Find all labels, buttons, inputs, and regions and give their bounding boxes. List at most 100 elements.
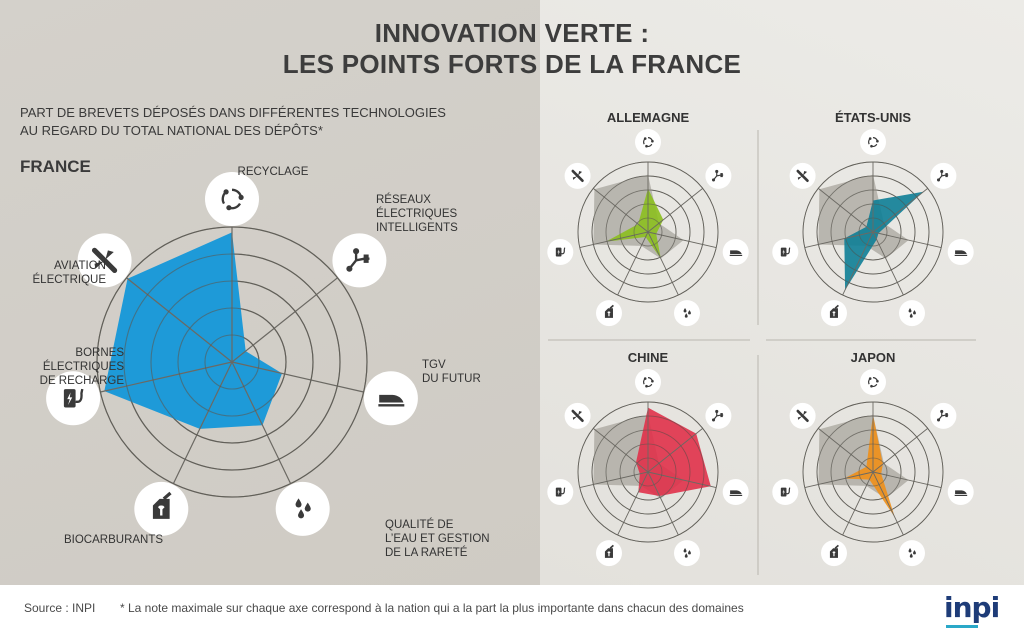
title-line-1: INNOVATION VERTE :	[374, 18, 650, 48]
grid-node	[711, 418, 716, 422]
radar-spoke	[647, 188, 703, 233]
smart-grid-icon	[930, 162, 957, 189]
recycle-arrowhead	[226, 205, 232, 211]
fuel-spout	[834, 544, 839, 549]
icon-badge	[674, 540, 700, 567]
axis-label-line: QUALITÉ DE	[385, 519, 454, 531]
data-area	[844, 191, 924, 290]
radar-ring-overlay	[633, 217, 663, 247]
data-point	[262, 425, 263, 426]
radar-ring-overlay	[858, 457, 888, 487]
grid-node	[940, 409, 944, 414]
bolt-symbol	[782, 489, 785, 496]
title-line-2: LES POINTS FORTS DE LA FRANCE	[282, 49, 742, 79]
data-point	[647, 407, 648, 408]
train-body	[730, 250, 742, 255]
axis-label-line: L’EAU ET GESTION	[385, 533, 490, 545]
fuel-spout	[834, 304, 839, 309]
water-drop	[909, 313, 913, 318]
radar-spoke	[593, 428, 649, 473]
left-panel	[0, 0, 540, 585]
radar-ring-overlay	[830, 429, 916, 515]
radar-2	[772, 129, 974, 327]
charger-cable	[786, 247, 791, 255]
plane-wings	[572, 171, 583, 180]
reference-area	[818, 414, 909, 499]
radar-spoke	[126, 277, 233, 363]
radar-spoke	[647, 471, 679, 536]
radar-ring-overlay	[619, 443, 677, 501]
icon-badge	[860, 129, 886, 155]
radar-spoke	[100, 361, 233, 393]
axis-label-eau: QUALITÉ DE L’EAU ET GESTION DE LA RARETÉ	[385, 518, 490, 560]
charger-cable	[786, 487, 791, 495]
subtitle-line-1: PART DE BREVETS DÉPOSÉS DANS DIFFÉRENTES…	[20, 105, 446, 120]
bolt-symbol	[557, 249, 560, 256]
axis-label-line: DU FUTUR	[422, 373, 481, 385]
wheat-symbol	[832, 551, 836, 557]
plane-wings	[797, 411, 808, 420]
charging-station-icon	[547, 239, 574, 265]
radar-spoke	[647, 231, 717, 249]
wheat-symbol	[157, 505, 165, 516]
radar-1	[547, 129, 749, 327]
fuel-can-icon	[596, 300, 622, 327]
subtitle-line-2: AU REGARD DU TOTAL NATIONAL DES DÉPÔTS*	[20, 123, 323, 138]
grid-node	[940, 169, 944, 174]
data-point	[923, 191, 924, 192]
plane-fuselage	[796, 169, 809, 183]
radar-spoke	[231, 361, 292, 484]
smart-grid-icon	[705, 402, 732, 429]
radar-ring-overlay	[177, 307, 287, 417]
radar-ring-overlay	[633, 457, 663, 487]
train-body	[730, 490, 742, 495]
data-point	[647, 188, 648, 189]
radar-spoke	[579, 471, 649, 489]
high-speed-train-icon	[722, 239, 749, 265]
axis-label-line: INTELLIGENTS	[376, 222, 458, 234]
recycle-icon	[860, 129, 886, 155]
charging-station-icon	[547, 479, 574, 505]
data-point	[104, 391, 105, 392]
recycle-arrowhead	[651, 139, 654, 143]
water-drop	[683, 308, 687, 313]
radar-spoke	[804, 231, 874, 249]
radar-spoke	[872, 231, 904, 296]
icon-badge	[860, 369, 886, 395]
charger-cable	[561, 487, 566, 495]
plug-shape	[720, 173, 723, 178]
recycle-arrowhead	[643, 377, 647, 380]
radar-spoke	[872, 428, 928, 473]
high-speed-train-icon	[947, 239, 974, 265]
icon-badge	[899, 540, 925, 567]
recycle-arrowhead	[643, 137, 647, 140]
plane-fuselage	[571, 409, 584, 423]
grid-node	[711, 178, 716, 182]
water-drop	[683, 548, 687, 553]
source-text: Source : INPI	[24, 601, 96, 615]
axis-label-biocarburants: BIOCARBURANTS	[64, 533, 163, 547]
data-point	[638, 492, 639, 493]
radar-spoke	[842, 231, 874, 296]
smart-grid-icon	[332, 233, 387, 288]
radar-spoke	[872, 188, 928, 233]
radar-charts	[46, 129, 976, 575]
recycle-icon	[860, 369, 886, 395]
data-point	[645, 236, 646, 237]
recycle-icon	[635, 129, 661, 155]
data-point	[866, 226, 867, 227]
axis-label-reseaux: RÉSEAUX ÉLECTRIQUES INTELLIGENTS	[376, 193, 458, 235]
country-title-japon: JAPON	[850, 350, 896, 365]
radar-spoke	[842, 471, 874, 536]
plane-wings	[797, 171, 808, 180]
recycle-arrowhead	[870, 144, 873, 148]
footnote-text: * La note maximale sur chaque axe corres…	[120, 601, 744, 615]
axis-label-line: BIOCARBURANTS	[64, 534, 164, 546]
high-speed-train-icon	[363, 371, 418, 426]
radar-spoke	[172, 361, 233, 484]
radar-spoke	[647, 471, 717, 489]
plug-shape	[945, 173, 948, 178]
recycle-arrowhead	[868, 377, 872, 380]
train-body	[955, 490, 967, 495]
data-point	[878, 233, 879, 234]
